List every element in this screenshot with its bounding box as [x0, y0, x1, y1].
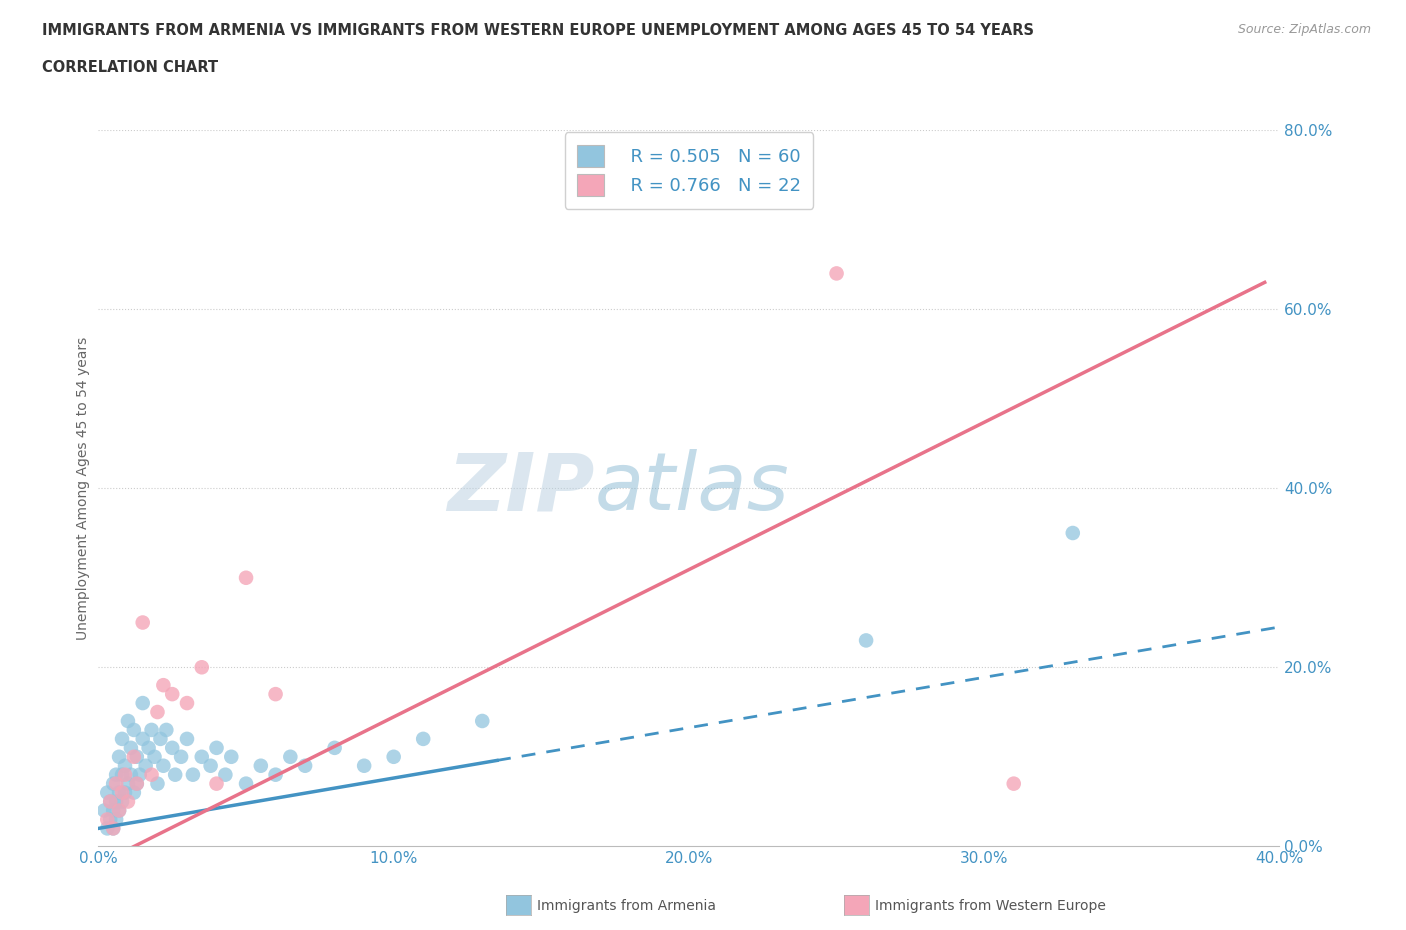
Point [146, 705, 169, 720]
Point [471, 713, 494, 728]
Point [162, 740, 183, 755]
Point [105, 767, 128, 782]
Point [117, 794, 139, 809]
Point [122, 723, 145, 737]
Point [111, 785, 134, 800]
Point [143, 750, 166, 764]
Point [98, 794, 121, 809]
Point [103, 821, 125, 836]
Point [128, 767, 150, 782]
Point [96, 821, 118, 836]
Point [132, 732, 155, 747]
Text: IMMIGRANTS FROM ARMENIA VS IMMIGRANTS FROM WESTERN EUROPE UNEMPLOYMENT AMONG AGE: IMMIGRANTS FROM ARMENIA VS IMMIGRANTS FR… [42, 23, 1035, 38]
Legend:   R = 0.505   N = 60,   R = 0.766   N = 22: R = 0.505 N = 60, R = 0.766 N = 22 [565, 132, 813, 208]
Point [323, 740, 346, 755]
Point [108, 804, 131, 818]
Point [1002, 777, 1025, 791]
Text: Immigrants from Armenia: Immigrants from Armenia [537, 898, 716, 913]
Point [205, 777, 228, 791]
Point [103, 777, 125, 791]
Point [170, 750, 193, 764]
Point [176, 732, 198, 747]
Point [111, 732, 134, 747]
Point [264, 686, 287, 701]
Point [111, 767, 134, 782]
Point [1062, 525, 1084, 540]
Point [111, 794, 134, 809]
Point [152, 758, 174, 773]
Point [152, 678, 174, 693]
Point [125, 777, 148, 791]
Point [412, 732, 434, 747]
Point [141, 723, 163, 737]
Point [200, 758, 222, 773]
Point [120, 740, 142, 755]
Text: ZIP: ZIP [447, 449, 595, 527]
Point [191, 750, 214, 764]
Point [155, 723, 177, 737]
Point [114, 767, 136, 782]
Point [105, 794, 128, 809]
Point [132, 696, 155, 711]
Y-axis label: Unemployment Among Ages 45 to 54 years: Unemployment Among Ages 45 to 54 years [76, 337, 90, 640]
Point [135, 758, 157, 773]
Point [165, 767, 187, 782]
Point [205, 740, 228, 755]
Point [141, 767, 163, 782]
Point [162, 686, 183, 701]
Point [96, 812, 118, 827]
Point [117, 777, 139, 791]
Point [382, 750, 405, 764]
Point [149, 732, 172, 747]
Point [114, 758, 136, 773]
Point [353, 758, 375, 773]
Point [108, 804, 131, 818]
Point [103, 804, 125, 818]
Point [181, 767, 204, 782]
Point [108, 785, 131, 800]
Text: atlas: atlas [595, 449, 789, 527]
Point [93, 804, 115, 818]
Text: CORRELATION CHART: CORRELATION CHART [42, 60, 218, 75]
Point [219, 750, 242, 764]
Point [120, 767, 142, 782]
Point [98, 812, 121, 827]
Point [214, 767, 236, 782]
Point [117, 713, 139, 728]
Point [264, 767, 287, 782]
Point [855, 633, 877, 648]
Point [138, 740, 160, 755]
Point [103, 821, 125, 836]
Point [191, 660, 214, 675]
Point [122, 750, 145, 764]
Point [294, 758, 316, 773]
Point [825, 266, 848, 281]
Point [176, 696, 198, 711]
Text: Immigrants from Western Europe: Immigrants from Western Europe [875, 898, 1105, 913]
Point [250, 758, 273, 773]
Point [278, 750, 302, 764]
Point [98, 794, 121, 809]
Point [122, 785, 145, 800]
Point [105, 812, 128, 827]
Point [125, 750, 148, 764]
Point [125, 777, 148, 791]
Point [146, 777, 169, 791]
Text: Source: ZipAtlas.com: Source: ZipAtlas.com [1237, 23, 1371, 36]
Point [105, 777, 128, 791]
Point [132, 615, 155, 630]
Point [235, 777, 257, 791]
Point [96, 785, 118, 800]
Point [114, 785, 136, 800]
Point [108, 750, 131, 764]
Point [235, 570, 257, 585]
